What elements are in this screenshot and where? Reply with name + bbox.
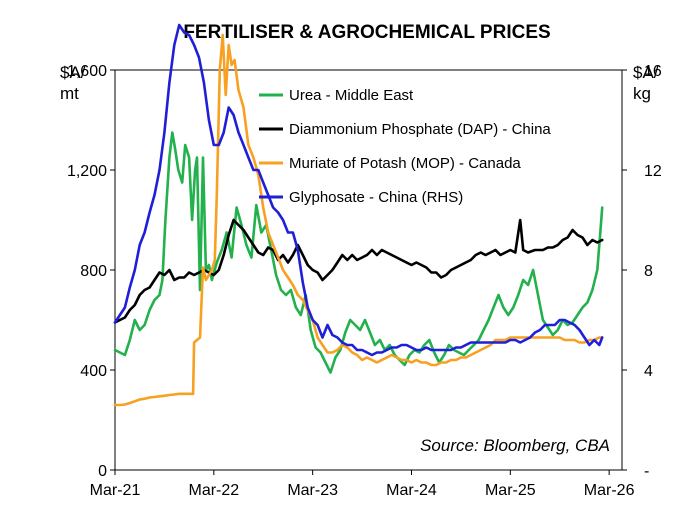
legend-label: Muriate of Potash (MOP) - Canada	[289, 155, 521, 172]
legend-label: Glyphosate - China (RHS)	[289, 189, 463, 206]
chart-title: FERTILISER & AGROCHEMICAL PRICES	[183, 22, 550, 43]
x-tick-label: Mar-26	[584, 482, 635, 499]
x-tick-label: Mar-23	[287, 482, 338, 499]
y-right-tick-label: 16	[644, 63, 662, 80]
y-left-label-line1: $A/	[60, 63, 86, 82]
x-tick-label: Mar-21	[90, 482, 141, 499]
series-line-urea-middle-east	[113, 131, 604, 374]
series-line-diammonium-phosphate-dap-china	[113, 218, 604, 324]
y-right-label-line1: $A/	[633, 63, 659, 82]
x-tick-label: Mar-22	[188, 482, 239, 499]
y-right-tick-label: -	[644, 463, 649, 480]
y-right-label-line2: kg	[633, 84, 651, 103]
y-left-tick-label: 1,600	[67, 63, 107, 80]
x-tick-label: Mar-25	[485, 482, 536, 499]
y-right-tick-label: 12	[644, 163, 662, 180]
source-note: Source: Bloomberg, CBA	[420, 436, 610, 455]
y-left-label-line2: mt	[60, 84, 79, 103]
y-right-tick-label: 4	[644, 363, 653, 380]
y-left-tick-label: 400	[80, 363, 107, 380]
legend-label: Diammonium Phosphate (DAP) - China	[289, 121, 551, 138]
y-left-tick-label: 800	[80, 263, 107, 280]
series-line-glyphosate-china-rhs	[113, 23, 604, 357]
legend-label: Urea - Middle East	[289, 87, 414, 104]
x-tick-label: Mar-24	[386, 482, 437, 499]
y-left-tick-label: 0	[98, 463, 107, 480]
y-left-tick-label: 1,200	[67, 163, 107, 180]
y-right-tick-label: 8	[644, 263, 653, 280]
series-line-muriate-of-potash-mop-canada	[113, 33, 604, 407]
